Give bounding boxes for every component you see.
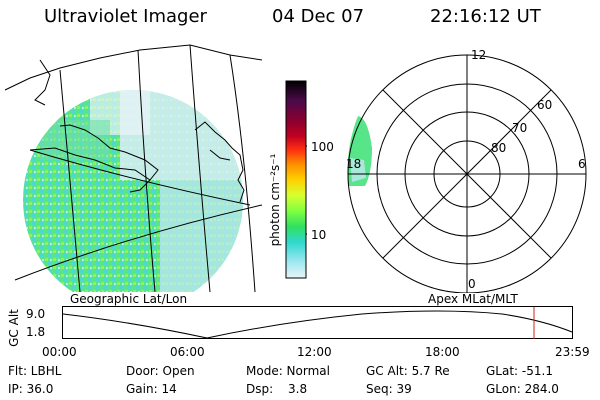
mlt-label-12: 12 bbox=[471, 48, 487, 62]
aurora-image-disk bbox=[23, 90, 243, 292]
mlt-label-6: 6 bbox=[578, 157, 586, 171]
right-panel-label: Apex MLat/MLT bbox=[428, 292, 518, 306]
mlat-label-70: 70 bbox=[512, 121, 528, 135]
door-info: Door: Open bbox=[126, 364, 195, 378]
time-label: 22:16:12 UT bbox=[430, 6, 541, 27]
mlt-label-0: 0 bbox=[468, 277, 476, 291]
colorbar-unit-label: photon cm⁻²s⁻¹ bbox=[268, 153, 282, 247]
mode-info: Mode: Normal bbox=[246, 364, 330, 378]
gain-info: Gain: 14 bbox=[126, 382, 177, 396]
time-tick-1800: 18:00 bbox=[425, 345, 460, 359]
aurora-patch bbox=[347, 116, 372, 186]
polar-mlat-mlt-panel bbox=[347, 54, 587, 293]
colorbar-tick-10: 10 bbox=[311, 228, 327, 242]
time-tick-2359: 23:59 bbox=[555, 345, 590, 359]
mlat-label-60: 60 bbox=[537, 98, 553, 112]
geographic-image-panel bbox=[4, 44, 263, 292]
altitude-curve bbox=[62, 310, 573, 339]
dsp-label: Dsp: bbox=[246, 382, 274, 396]
altitude-axis-label: GC Alt bbox=[7, 309, 21, 347]
time-tick-0000: 00:00 bbox=[42, 345, 77, 359]
seq-info: Seq: 39 bbox=[366, 382, 412, 396]
coastline-overlay bbox=[29, 59, 245, 203]
altitude-plot bbox=[62, 306, 573, 339]
time-tick-1200: 12:00 bbox=[297, 345, 332, 359]
mlt-label-18: 18 bbox=[346, 157, 362, 171]
color-bar bbox=[285, 80, 307, 279]
altitude-tick-1-8: 1.8 bbox=[26, 325, 46, 339]
filter-info: Flt: LBHL bbox=[8, 364, 62, 378]
colorbar-tick-100: 100 bbox=[311, 140, 334, 154]
glon-info: GLon: 284.0 bbox=[486, 382, 559, 396]
dsp-value: 3.8 bbox=[288, 382, 308, 396]
gc-alt-info: GC Alt: 5.7 Re bbox=[366, 364, 450, 378]
polar-grid bbox=[347, 54, 587, 293]
left-panel-label: Geographic Lat/Lon bbox=[70, 292, 188, 306]
time-tick-0600: 06:00 bbox=[170, 345, 205, 359]
mlat-label-80: 80 bbox=[491, 141, 507, 155]
altitude-tick-9: 9.0 bbox=[26, 307, 46, 321]
date-label: 04 Dec 07 bbox=[272, 6, 365, 27]
ip-info: IP: 36.0 bbox=[8, 382, 54, 396]
glat-info: GLat: -51.1 bbox=[486, 364, 553, 378]
app-title: Ultraviolet Imager bbox=[44, 6, 207, 27]
lat-lon-grid bbox=[4, 44, 263, 292]
